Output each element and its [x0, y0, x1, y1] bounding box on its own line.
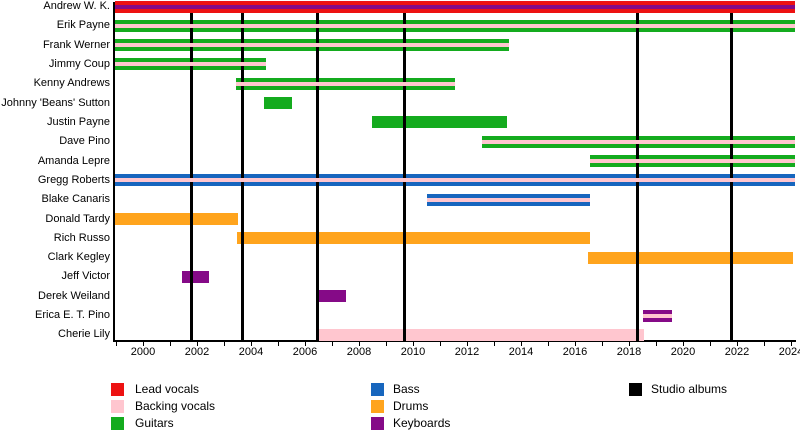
member-bar — [587, 251, 793, 264]
x-tick — [466, 342, 468, 346]
legend-swatch-bass — [371, 383, 384, 396]
x-tick-label: 2002 — [184, 346, 210, 358]
x-tick-label: 2008 — [346, 346, 372, 358]
row-label: Johnny 'Beans' Sutton — [1, 96, 110, 109]
member-bar — [236, 232, 590, 245]
x-tick — [304, 342, 306, 346]
x-axis-spine — [113, 340, 796, 342]
studio-album-line — [403, 13, 407, 341]
legend-swatch-lead_vocals — [111, 383, 124, 396]
x-tick-label: 2024 — [778, 346, 800, 358]
x-tick-label: 2014 — [508, 346, 534, 358]
row-label: Jeff Victor — [61, 270, 110, 283]
row-label: Erik Payne — [56, 19, 110, 32]
backing-stripe — [114, 4, 796, 9]
x-tick — [385, 342, 387, 346]
member-bar — [317, 328, 645, 341]
studio-album-line — [730, 13, 734, 341]
x-tick-label: 2006 — [292, 346, 318, 358]
legend-label: Studio albums — [651, 382, 728, 396]
x-tick-label: 2010 — [400, 346, 426, 358]
x-tick — [412, 342, 414, 346]
x-tick — [250, 342, 252, 346]
x-tick — [574, 342, 576, 346]
backing-stripe — [482, 139, 796, 144]
row-label: Andrew W. K. — [43, 0, 110, 12]
member-bar — [263, 97, 293, 110]
x-tick — [601, 342, 603, 346]
row-label: Cherie Lily — [58, 328, 110, 341]
legend-swatch-keyboards — [371, 417, 384, 430]
x-tick — [763, 342, 765, 346]
x-tick — [790, 342, 792, 346]
x-tick — [142, 342, 144, 346]
x-tick-label: 2020 — [670, 346, 696, 358]
x-tick — [655, 342, 657, 346]
legend-label: Backing vocals — [135, 399, 216, 413]
x-tick-label: 2018 — [616, 346, 642, 358]
row-label: Frank Werner — [42, 38, 110, 51]
x-tick — [223, 342, 225, 346]
x-tick — [358, 342, 360, 346]
x-tick-label: 2016 — [562, 346, 588, 358]
studio-album-line — [316, 13, 320, 341]
x-tick — [628, 342, 630, 346]
member-bar — [317, 290, 347, 303]
legend-label: Bass — [393, 382, 420, 396]
legend-label: Keyboards — [393, 416, 451, 430]
legend-label: Drums — [393, 399, 429, 413]
x-tick-label: 2004 — [238, 346, 264, 358]
backing-stripe — [427, 197, 590, 202]
x-tick — [169, 342, 171, 346]
x-tick — [520, 342, 522, 346]
x-tick — [196, 342, 198, 346]
row-label: Kenny Andrews — [33, 77, 110, 90]
x-tick — [439, 342, 441, 346]
x-tick-label: 2000 — [130, 346, 156, 358]
member-bar — [114, 213, 239, 226]
row-label: Derek Weiland — [38, 289, 110, 302]
row-label: Erica E. T. Pino — [35, 309, 110, 322]
x-tick — [493, 342, 495, 346]
row-label: Justin Payne — [47, 115, 110, 128]
legend-swatch-album — [629, 383, 642, 396]
row-label: Dave Pino — [59, 135, 110, 148]
member-bar — [181, 270, 209, 283]
row-label: Blake Canaris — [41, 193, 110, 206]
row-label: Amanda Lepre — [37, 154, 110, 167]
row-label: Clark Kegley — [47, 251, 110, 264]
row-label: Donald Tardy — [45, 212, 110, 225]
x-tick — [736, 342, 738, 346]
studio-album-line — [241, 13, 245, 341]
x-tick — [547, 342, 549, 346]
legend-label: Lead vocals — [135, 382, 200, 396]
legend-label: Guitars — [135, 416, 174, 430]
backing-stripe — [114, 178, 796, 183]
backing-stripe — [236, 81, 455, 86]
x-tick — [277, 342, 279, 346]
x-tick — [709, 342, 711, 346]
studio-album-line — [635, 13, 639, 341]
studio-album-line — [190, 13, 194, 341]
x-tick — [115, 342, 117, 346]
plot-area — [114, 0, 796, 341]
backing-stripe — [114, 43, 509, 48]
x-tick — [682, 342, 684, 346]
member-bar — [371, 116, 508, 129]
legend-swatch-drums — [371, 400, 384, 413]
x-tick — [331, 342, 333, 346]
backing-stripe — [114, 23, 796, 28]
y-axis-spine — [113, 2, 115, 341]
row-label: Gregg Roberts — [37, 173, 110, 186]
legend-swatch-backing_vocals — [111, 400, 124, 413]
x-tick-label: 2012 — [454, 346, 480, 358]
backing-stripe — [643, 313, 672, 318]
legend-swatch-guitars — [111, 417, 124, 430]
backing-stripe — [114, 62, 266, 67]
backing-stripe — [589, 159, 796, 164]
row-label: Jimmy Coup — [48, 57, 110, 70]
x-tick-label: 2022 — [724, 346, 750, 358]
row-label: Rich Russo — [53, 231, 110, 244]
